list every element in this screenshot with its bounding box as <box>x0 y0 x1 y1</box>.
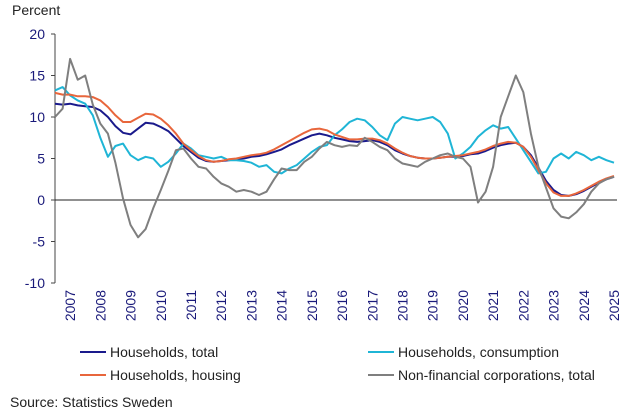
x-tick-label: 2022 <box>515 290 531 321</box>
x-tick-label: 2018 <box>394 290 410 321</box>
x-tick-label: 2008 <box>92 290 108 321</box>
legend-label: Households, housing <box>110 367 241 383</box>
y-tick-label: 15 <box>29 68 45 84</box>
legend-label: Non-financial corporations, total <box>398 367 595 383</box>
x-tick-label: 2015 <box>304 290 320 321</box>
x-tick-label: 2010 <box>153 290 169 321</box>
x-tick-label: 2025 <box>606 290 622 321</box>
x-tick-label: 2023 <box>546 290 562 321</box>
x-tick-label: 2019 <box>425 290 441 321</box>
x-tick-label: 2014 <box>274 290 290 321</box>
x-tick-label: 2024 <box>576 290 592 321</box>
x-tick-label: 2016 <box>334 290 350 321</box>
legend-label: Households, consumption <box>398 344 559 360</box>
y-tick-label: 5 <box>37 151 45 167</box>
y-tick-label: -5 <box>33 234 46 250</box>
x-tick-label: 2012 <box>213 290 229 321</box>
y-tick-label: 20 <box>29 26 45 42</box>
series-line <box>54 91 615 197</box>
x-tick-label: 2020 <box>455 290 471 321</box>
source: Source: Statistics Sweden <box>10 394 173 410</box>
x-tick-label: 2007 <box>62 290 78 321</box>
y-axis-label: Percent <box>12 2 60 18</box>
y-tick-label: 10 <box>29 109 45 125</box>
y-tick-label: -10 <box>25 275 45 291</box>
x-tick-label: 2011 <box>183 290 199 320</box>
x-tick-label: 2013 <box>243 290 259 321</box>
legend-label: Households, total <box>110 344 218 360</box>
x-tick-label: 2017 <box>364 290 380 321</box>
series-line <box>54 57 615 239</box>
y-tick-label: 0 <box>37 192 45 208</box>
x-tick-label: 2009 <box>123 290 139 321</box>
x-tick-label: 2021 <box>485 290 501 321</box>
